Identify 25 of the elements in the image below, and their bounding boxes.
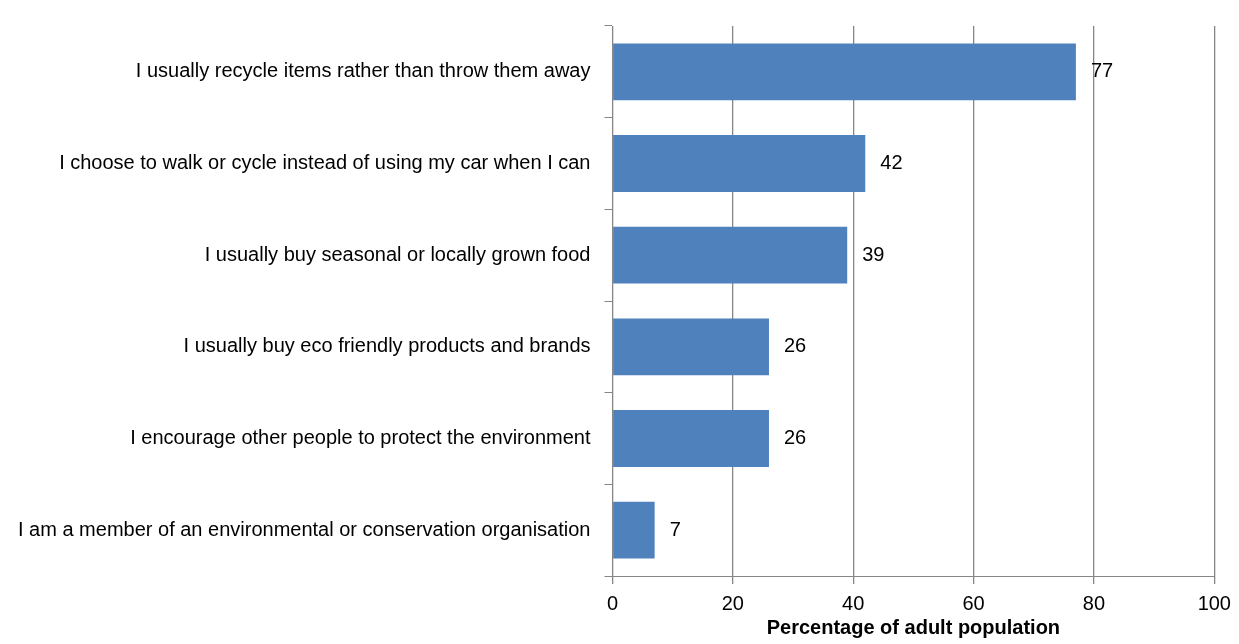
bar — [613, 226, 848, 284]
y-tick-label: I usually buy seasonal or locally grown food — [204, 242, 591, 265]
x-tick-label: 40 — [842, 591, 865, 614]
x-axis-title: Percentage of adult population — [766, 615, 1061, 638]
y-tick-label: I encourage other people to protect the environment — [130, 426, 591, 449]
y-tick-label: I choose to walk or cycle instead of using my car when I can — [59, 151, 591, 174]
x-tick-label: 0 — [606, 591, 619, 614]
bar — [613, 318, 769, 376]
bar — [613, 135, 866, 192]
data-label: 26 — [783, 426, 807, 449]
data-label: 26 — [783, 334, 807, 357]
bar — [613, 501, 655, 559]
data-label: 7 — [669, 517, 681, 540]
data-label: 42 — [880, 151, 903, 174]
bar — [613, 410, 769, 467]
x-tick-label: 100 — [1197, 591, 1231, 614]
bar — [613, 43, 1076, 101]
x-tick-label: 20 — [721, 591, 744, 614]
x-tick-label: 80 — [1082, 591, 1106, 614]
y-tick-label: I usually buy eco friendly products and brands — [183, 334, 591, 357]
data-label: 39 — [862, 242, 885, 265]
y-tick-label: I usually recycle items rather than throw them away — [135, 59, 591, 82]
x-tick-label: 60 — [962, 591, 985, 614]
data-label: 77 — [1090, 59, 1114, 82]
y-tick-label: I am a member of an environmental or conservation organisation — [17, 517, 591, 540]
